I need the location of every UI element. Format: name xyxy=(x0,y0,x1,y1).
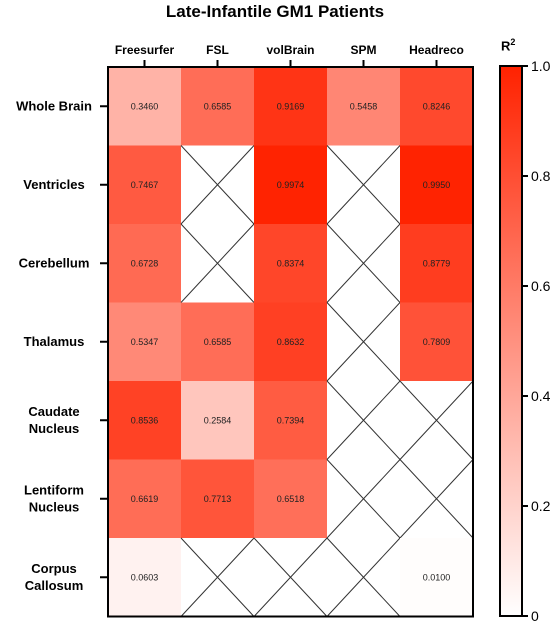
cell-cerebellum-headreco xyxy=(400,224,473,303)
cell-caudate-nucleus-fsl-label: 0.2584 xyxy=(204,415,232,425)
cell-cerebellum-freesurfer-label: 0.6728 xyxy=(131,258,159,268)
cell-caudate-nucleus-freesurfer-label: 0.8536 xyxy=(131,415,159,425)
row-label-lentiform-nucleus: Lentiform Nucleus xyxy=(24,482,84,514)
cell-ventricles-headreco xyxy=(400,145,473,224)
cell-thalamus-volbrain xyxy=(254,302,327,381)
row-label-caudate-nucleus: Caudate Nucleus xyxy=(28,404,79,436)
column-label-fsl: FSL xyxy=(206,43,229,57)
cell-thalamus-fsl-label: 0.6585 xyxy=(204,337,232,347)
colorbar-tick-label: 0.6 xyxy=(531,278,550,294)
chart-title: Late-Infantile GM1 Patients xyxy=(165,2,385,21)
cell-ventricles-freesurfer-label: 0.7467 xyxy=(131,180,159,190)
row-label-ventricles: Ventricles xyxy=(23,177,84,192)
colorbar-label: R xyxy=(501,38,511,54)
cell-caudate-nucleus-fsl xyxy=(181,381,254,460)
cell-cerebellum-headreco-label: 0.8779 xyxy=(423,258,451,268)
cell-whole-brain-spm xyxy=(327,67,400,146)
cell-thalamus-volbrain-label: 0.8632 xyxy=(277,337,305,347)
cell-lentiform-nucleus-spm-cross-mark xyxy=(326,459,401,539)
cell-ventricles-volbrain xyxy=(254,145,327,224)
cell-corpus-callosum-freesurfer xyxy=(108,538,181,617)
cell-thalamus-freesurfer xyxy=(108,302,181,381)
cell-lentiform-nucleus-headreco-cross-mark xyxy=(399,459,474,539)
cell-caudate-nucleus-volbrain xyxy=(254,381,327,460)
cell-caudate-nucleus-freesurfer xyxy=(108,381,181,460)
row-label-corpus-callosum: Corpus Callosum xyxy=(25,561,84,593)
column-label-freesurfer: Freesurfer xyxy=(115,43,175,57)
colorbar-tick-label: 0.8 xyxy=(531,168,550,184)
cell-thalamus-freesurfer-label: 0.5347 xyxy=(131,337,159,347)
cell-whole-brain-headreco xyxy=(400,67,473,146)
cell-lentiform-nucleus-volbrain xyxy=(254,459,327,538)
cell-corpus-callosum-volbrain-cross-mark xyxy=(253,537,328,617)
cell-ventricles-fsl-cross-mark xyxy=(180,145,255,225)
colorbar-tick-label: 0 xyxy=(531,608,539,624)
cell-whole-brain-fsl xyxy=(181,67,254,146)
cell-thalamus-fsl xyxy=(181,302,254,381)
cell-cerebellum-volbrain xyxy=(254,224,327,303)
row-label-cerebellum: Cerebellum xyxy=(19,255,90,270)
cell-cerebellum-volbrain-label: 0.8374 xyxy=(277,258,305,268)
column-label-headreco: Headreco xyxy=(409,43,464,57)
column-label-volbrain: volBrain xyxy=(266,43,314,57)
cell-lentiform-nucleus-volbrain-label: 0.6518 xyxy=(277,494,305,504)
cell-whole-brain-headreco-label: 0.8246 xyxy=(423,101,451,111)
cell-lentiform-nucleus-freesurfer-label: 0.6619 xyxy=(131,494,159,504)
cell-whole-brain-spm-label: 0.5458 xyxy=(350,101,378,111)
cell-caudate-nucleus-spm-cross-mark xyxy=(326,380,401,460)
cell-cerebellum-fsl-cross-mark xyxy=(180,223,255,303)
cell-corpus-callosum-freesurfer-label: 0.0603 xyxy=(131,572,159,582)
cell-corpus-callosum-spm-cross-mark xyxy=(326,537,401,617)
cell-whole-brain-volbrain xyxy=(254,67,327,146)
cell-whole-brain-fsl-label: 0.6585 xyxy=(204,101,232,111)
cell-thalamus-headreco-label: 0.7809 xyxy=(423,337,451,347)
cell-whole-brain-freesurfer xyxy=(108,67,181,146)
cell-ventricles-volbrain-label: 0.9974 xyxy=(277,180,305,190)
cell-lentiform-nucleus-fsl-label: 0.7713 xyxy=(204,494,232,504)
cell-lentiform-nucleus-freesurfer xyxy=(108,459,181,538)
row-label-thalamus: Thalamus xyxy=(24,334,85,349)
colorbar-tick-label: 0.4 xyxy=(531,388,550,404)
cell-cerebellum-freesurfer xyxy=(108,224,181,303)
cell-ventricles-freesurfer xyxy=(108,145,181,224)
cell-thalamus-headreco xyxy=(400,302,473,381)
cell-corpus-callosum-fsl-cross-mark xyxy=(180,537,255,617)
cell-thalamus-spm-cross-mark xyxy=(326,302,401,382)
cell-corpus-callosum-headreco-label: 0.0100 xyxy=(423,572,451,582)
row-label-whole-brain: Whole Brain xyxy=(16,98,92,113)
cell-lentiform-nucleus-fsl xyxy=(181,459,254,538)
column-label-spm: SPM xyxy=(350,43,376,57)
cell-corpus-callosum-headreco xyxy=(400,538,473,617)
cell-whole-brain-freesurfer-label: 0.3460 xyxy=(131,101,159,111)
colorbar-label-superscript: 2 xyxy=(510,37,516,47)
colorbar-title: R2 xyxy=(501,37,515,53)
cell-caudate-nucleus-volbrain-label: 0.7394 xyxy=(277,415,305,425)
cell-ventricles-spm-cross-mark xyxy=(326,145,401,225)
colorbar xyxy=(499,65,523,617)
cell-cerebellum-spm-cross-mark xyxy=(326,223,401,303)
cell-caudate-nucleus-headreco-cross-mark xyxy=(399,380,474,460)
cell-ventricles-headreco-label: 0.9950 xyxy=(423,180,451,190)
colorbar-tick-label: 1.0 xyxy=(531,58,550,74)
cell-whole-brain-volbrain-label: 0.9169 xyxy=(277,101,305,111)
colorbar-tick-label: 0.2 xyxy=(531,498,550,514)
